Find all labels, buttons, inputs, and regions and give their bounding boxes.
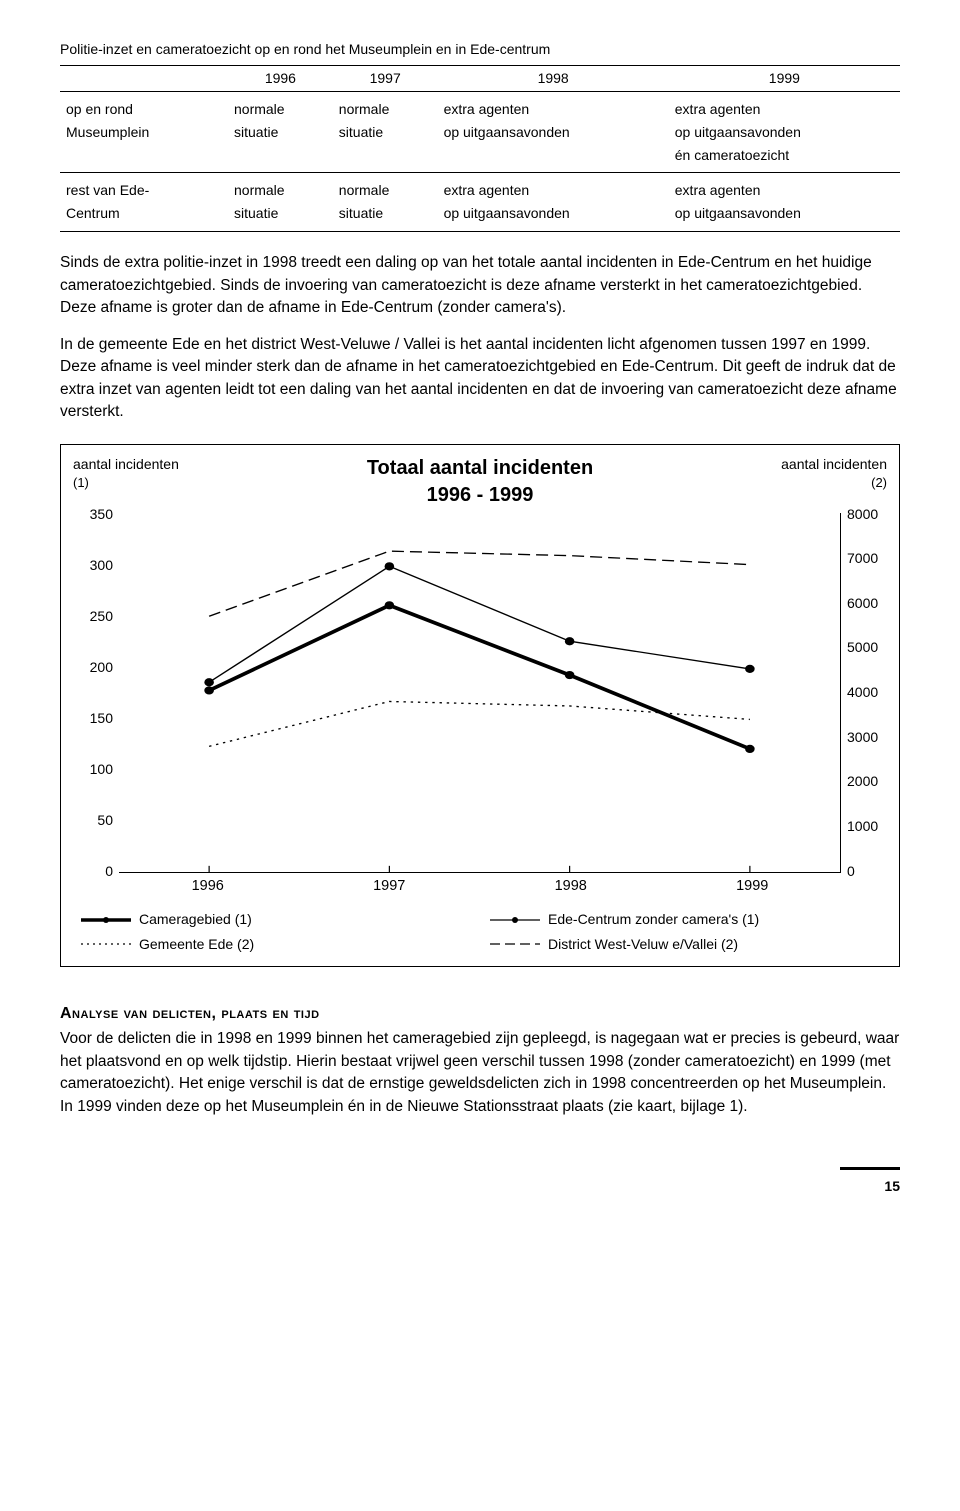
table-row: én cameratoezicht xyxy=(60,144,900,173)
table-title: Politie-inzet en cameratoezicht op en ro… xyxy=(60,40,900,59)
paragraph-3: Voor de delicten die in 1998 en 1999 bin… xyxy=(60,1028,900,1118)
cell xyxy=(333,144,438,173)
incidents-chart: aantal incidenten (1) Totaal aantal inci… xyxy=(60,444,900,967)
cell: situatie xyxy=(228,202,333,231)
table-row: Centrum situatie situatie op uitgaansavo… xyxy=(60,202,900,231)
left-axis-sub: (1) xyxy=(73,475,89,490)
cell: én cameratoezicht xyxy=(669,144,900,173)
table-row: rest van Ede- normale normale extra agen… xyxy=(60,173,900,202)
cell: extra agenten xyxy=(438,173,669,202)
legend-edecentrum: Ede-Centrum zonder camera's (1) xyxy=(490,910,879,929)
table-row: Museumplein situatie situatie op uitgaan… xyxy=(60,121,900,144)
row-label: rest van Ede- xyxy=(60,173,228,202)
cell: extra agenten xyxy=(669,173,900,202)
cell: extra agenten xyxy=(669,91,900,120)
page-number-value: 15 xyxy=(884,1178,900,1194)
th-1998: 1998 xyxy=(438,65,669,91)
right-yticks: 800070006000500040003000200010000 xyxy=(841,505,887,881)
policy-table: 1996 1997 1998 1999 op en rond normale n… xyxy=(60,65,900,232)
table-header-row: 1996 1997 1998 1999 xyxy=(60,65,900,91)
plot-area xyxy=(119,513,841,873)
legend-label: Gemeente Ede (2) xyxy=(139,935,254,954)
right-axis-label: aantal incidenten (2) xyxy=(781,455,887,493)
legend-cameragebied: Cameragebied (1) xyxy=(81,910,470,929)
cell: normale xyxy=(333,91,438,120)
left-yticks: 350300250200150100500 xyxy=(73,505,119,881)
legend: Cameragebied (1) Ede-Centrum zonder came… xyxy=(81,910,879,954)
cell: extra agenten xyxy=(438,91,669,120)
th-1996: 1996 xyxy=(228,65,333,91)
th-1999: 1999 xyxy=(669,65,900,91)
cell: op uitgaansavonden xyxy=(438,202,669,231)
page-number: 15 xyxy=(60,1158,900,1196)
legend-label: Cameragebied (1) xyxy=(139,910,252,929)
cell: op uitgaansavonden xyxy=(438,121,669,144)
section-heading: Analyse van delicten, plaats en tijd xyxy=(60,1003,900,1025)
x-ticks: 1996199719981999 xyxy=(117,873,843,897)
cell: normale xyxy=(333,173,438,202)
th-1997: 1997 xyxy=(333,65,438,91)
legend-label: Ede-Centrum zonder camera's (1) xyxy=(548,910,759,929)
th-blank xyxy=(60,65,228,91)
right-axis-sub: (2) xyxy=(871,475,887,490)
cell: op uitgaansavonden xyxy=(669,202,900,231)
chart-title: Totaal aantal incidenten1996 - 1999 xyxy=(367,455,593,509)
legend-district: District West-Veluw e/Vallei (2) xyxy=(490,935,879,954)
cell xyxy=(438,144,669,173)
row-label xyxy=(60,144,228,173)
right-axis-text: aantal incidenten xyxy=(781,456,887,472)
cell: normale xyxy=(228,91,333,120)
cell: situatie xyxy=(228,121,333,144)
cell: situatie xyxy=(333,121,438,144)
table-row: op en rond normale normale extra agenten… xyxy=(60,91,900,120)
row-label: Museumplein xyxy=(60,121,228,144)
cell xyxy=(228,144,333,173)
row-label: op en rond xyxy=(60,91,228,120)
paragraph-1: Sinds de extra politie-inzet in 1998 tre… xyxy=(60,252,900,319)
cell: op uitgaansavonden xyxy=(669,121,900,144)
legend-label: District West-Veluw e/Vallei (2) xyxy=(548,935,738,954)
paragraph-2: In de gemeente Ede en het district West-… xyxy=(60,334,900,424)
legend-gemeente: Gemeente Ede (2) xyxy=(81,935,470,954)
left-axis-text: aantal incidenten xyxy=(73,456,179,472)
cell: normale xyxy=(228,173,333,202)
left-axis-label: aantal incidenten (1) xyxy=(73,455,179,493)
cell: situatie xyxy=(333,202,438,231)
row-label: Centrum xyxy=(60,202,228,231)
